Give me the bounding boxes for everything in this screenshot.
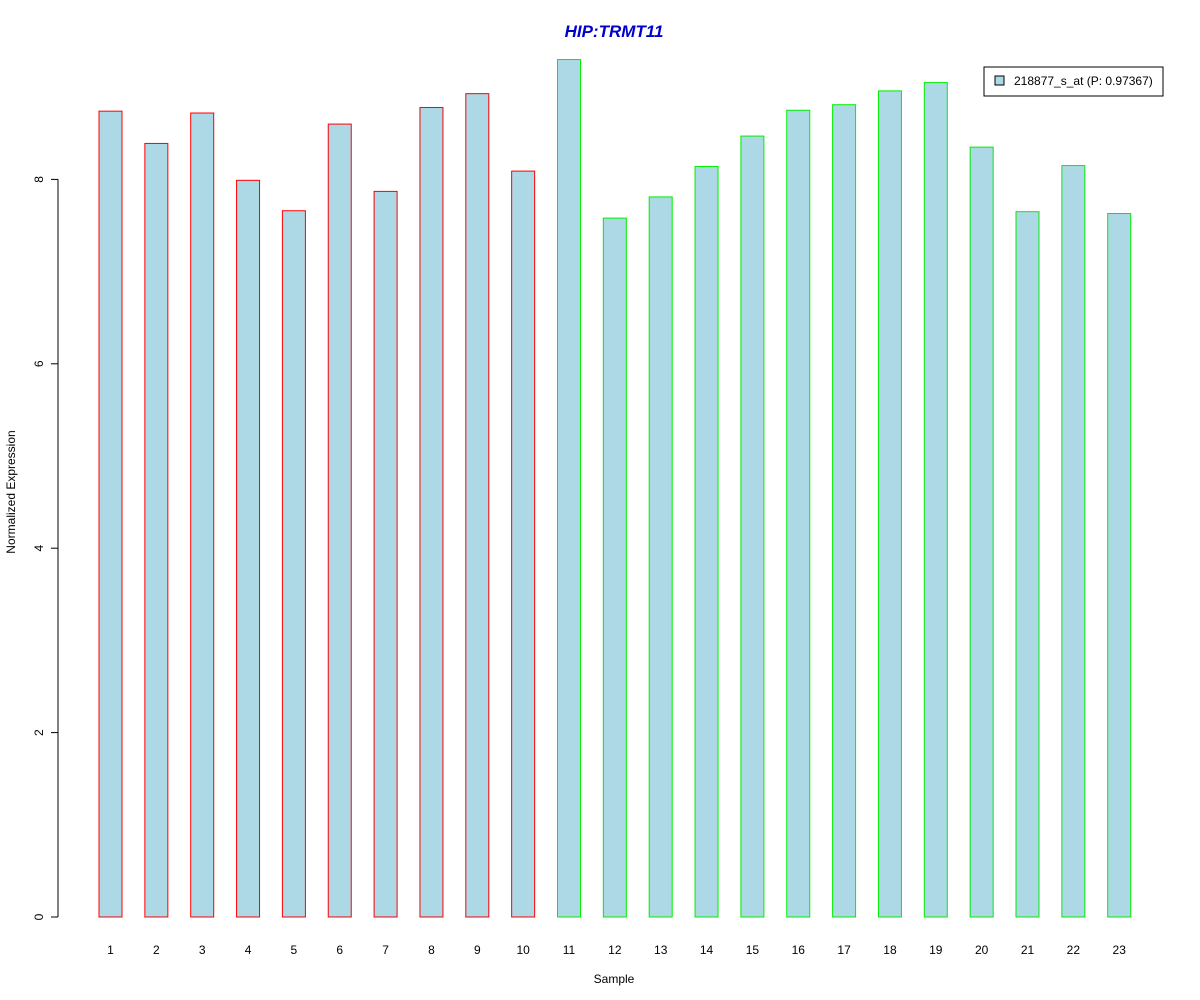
y-axis: 0 2 4 6 8 (32, 176, 59, 920)
y-tick-label: 8 (32, 176, 46, 183)
x-tick-label: 15 (746, 943, 760, 957)
bar-sample-12 (602, 217, 627, 918)
x-tick-label: 16 (792, 943, 806, 957)
x-tick-label: 19 (929, 943, 943, 957)
bar-sample-13 (648, 196, 673, 918)
y-tick-label: 2 (32, 729, 46, 736)
x-tick-labels: 1 2 3 4 5 6 7 8 9 10 11 12 13 14 15 16 17 18 19 20 21 22 23 (107, 943, 1126, 957)
bar-sample-15 (740, 135, 765, 918)
bar-sample-11 (557, 59, 581, 918)
bar-sample-21 (1015, 211, 1040, 918)
bar-sample-19 (923, 82, 948, 918)
x-tick-label: 20 (975, 943, 989, 957)
x-tick-label: 4 (245, 943, 252, 957)
bars-group (98, 59, 1132, 918)
bar-sample-22 (1061, 165, 1086, 918)
x-tick-label: 6 (336, 943, 343, 957)
bar-sample-18 (877, 90, 902, 918)
x-tick-label: 10 (516, 943, 530, 957)
bar-sample-5 (281, 210, 306, 918)
bar-sample-23 (1107, 213, 1132, 918)
bar-sample-4 (236, 179, 261, 918)
bar-sample-3 (190, 112, 215, 918)
bar-sample-7 (373, 190, 398, 918)
x-tick-label: 11 (563, 943, 576, 957)
bar-sample-17 (832, 104, 857, 918)
x-tick-label: 22 (1067, 943, 1081, 957)
bar-sample-1 (98, 110, 123, 918)
x-axis-label: Sample (594, 972, 635, 986)
x-tick-label: 12 (608, 943, 622, 957)
x-tick-label: 1 (107, 943, 114, 957)
x-tick-label: 7 (382, 943, 389, 957)
bar-sample-16 (786, 109, 811, 918)
legend-entry-label: 218877_s_at (P: 0.97367) (1014, 74, 1153, 88)
legend-box (983, 66, 1164, 97)
x-tick-label: 2 (153, 943, 160, 957)
bar-sample-6 (327, 123, 352, 918)
x-tick-label: 18 (883, 943, 897, 957)
x-tick-label: 3 (199, 943, 206, 957)
legend-swatch (994, 75, 1005, 86)
bar-sample-9 (465, 93, 490, 918)
x-tick-label: 13 (654, 943, 668, 957)
legend: 218877_s_at (P: 0.97367) (983, 66, 1164, 97)
y-axis-label: Normalized Expression (4, 430, 18, 553)
y-tick-label: 4 (32, 545, 46, 552)
bar-sample-14 (694, 165, 719, 918)
x-tick-label: 5 (291, 943, 298, 957)
chart-title: HIP:TRMT11 (565, 22, 664, 41)
x-tick-label: 14 (700, 943, 714, 957)
bar-sample-10 (511, 170, 536, 918)
bar-sample-8 (419, 106, 444, 918)
x-tick-label: 17 (837, 943, 851, 957)
bar-sample-20 (969, 146, 994, 918)
y-tick-label: 6 (32, 360, 46, 367)
y-tick-label: 0 (32, 913, 46, 920)
x-tick-label: 8 (428, 943, 435, 957)
x-tick-label: 9 (474, 943, 481, 957)
x-tick-label: 23 (1113, 943, 1127, 957)
bar-sample-2 (144, 142, 169, 918)
x-tick-label: 21 (1021, 943, 1035, 957)
